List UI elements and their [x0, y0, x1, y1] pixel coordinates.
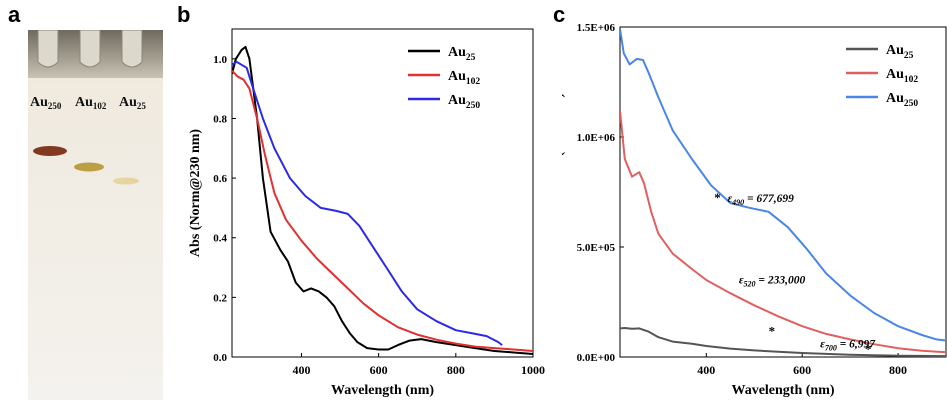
- chart-b-xtick-label-600: 600: [370, 363, 388, 377]
- chart-b-ylabel: Abs (Norm@230 nm): [188, 129, 203, 257]
- chart-c-legend-label-250-sub: 250: [904, 99, 919, 109]
- chart-b-xtick-label-400: 400: [292, 363, 310, 377]
- chart-c-annotation-marker-520: *: [769, 324, 776, 339]
- chart-b-ytick-label-5: 1.0: [213, 54, 227, 66]
- chart-b-xlabel: Wavelength (nm): [331, 383, 434, 398]
- chart-c-legend-label-102: Au102: [886, 67, 918, 85]
- chart-c-annotation-490: ε490 = 677,699: [727, 193, 794, 207]
- gel-band-au102: [74, 162, 104, 172]
- chart-c-annotation-sub-520: 520: [744, 280, 756, 289]
- chart-c-series-250: [620, 29, 946, 342]
- chart-c-legend-label-250-main: Au: [886, 91, 904, 106]
- chart-c-annotation-sub-490: 490: [731, 198, 744, 207]
- chart-c-xtick-label-600: 600: [793, 363, 811, 377]
- chart-b-legend-label-102-sub: 102: [466, 77, 481, 87]
- chart-c-xtick-label-800: 800: [889, 363, 907, 377]
- chart-b-legend-label-25-sub: 25: [466, 53, 476, 63]
- chart-c-legend-label-250: Au250: [886, 91, 918, 109]
- lane-label-au102: Au102: [75, 95, 107, 111]
- panel-c-letter: c: [553, 2, 566, 27]
- lane-label-au102-text: Au: [75, 95, 93, 110]
- chart-c-ytick-label-2: 1.0E+06: [577, 132, 616, 144]
- chart-b-legend-label-250-sub: 250: [466, 101, 481, 111]
- chart-b-legend-label-250-main: Au: [448, 93, 466, 108]
- chart-c-annotation-value-490: = 677,699: [744, 193, 794, 205]
- chart-b-abs-vs-wavelength: 400 600 800 1000 0.0 0.2 0.4 0.6 0.8 1.0 Wavelengt…: [188, 28, 545, 398]
- gel-band-au250: [33, 146, 67, 156]
- chart-c-annotation-marker-490: *: [714, 190, 721, 205]
- lane-label-au250-sub: 250: [48, 101, 62, 111]
- chart-c-annotation-520: ε520 = 233,000: [739, 275, 806, 289]
- chart-c-annotation-700: ε700 = 6,997: [820, 338, 876, 352]
- lane-label-au25-sub: 25: [137, 101, 147, 111]
- chart-b-xtick-label-1000: 1000: [521, 363, 545, 377]
- panel-b-letter: b: [177, 2, 191, 27]
- chart-c-annotation-marker-700: *: [865, 341, 872, 356]
- chart-b-ytick-label-4: 0.8: [213, 113, 227, 125]
- chart-b-ytick-label-2: 0.4: [213, 233, 227, 245]
- chart-c-legend-label-102-main: Au: [886, 67, 904, 82]
- chart-c-annotation-symbol-520: ε: [739, 275, 744, 287]
- chart-c-legend-label-102-sub: 102: [904, 75, 919, 85]
- chart-c-legend-label-25: Au25: [886, 43, 914, 61]
- chart-b-legend-label-25: Au25: [448, 45, 476, 63]
- chart-c-annotation-symbol-490: ε: [727, 193, 732, 205]
- chart-c-ytick-label-1: 5.0E+05: [577, 242, 616, 254]
- gel-electrophoresis-image: Au250 Au102 Au25: [28, 30, 163, 400]
- chart-c-extinction-coefficient: 400 600 800 0.0E+00 5.0E+05 1.0E+06 1.5E+06 Wav…: [562, 22, 947, 398]
- chart-c-legend-label-25-sub: 25: [904, 51, 914, 61]
- panel-a-letter: a: [8, 2, 21, 27]
- chart-b-legend-label-25-main: Au: [448, 45, 466, 60]
- lane-label-au250-text: Au: [30, 95, 48, 110]
- chart-c-ylabel: Extinction Coefficient (M⁻¹cm⁻¹): [562, 93, 566, 291]
- chart-c-ytick-label-3: 1.5E+06: [577, 22, 616, 34]
- gel-band-au25: [113, 177, 139, 185]
- chart-c-xlabel: Wavelength (nm): [731, 383, 834, 398]
- lane-label-au102-sub: 102: [93, 101, 107, 111]
- chart-c-legend-label-25-main: Au: [886, 43, 904, 58]
- chart-b-ytick-label-3: 0.6: [213, 173, 227, 185]
- chart-c-series-102: [620, 110, 946, 354]
- chart-b-legend-label-102: Au102: [448, 69, 480, 87]
- chart-c-series-25: [620, 327, 946, 357]
- lane-label-au25-text: Au: [119, 95, 137, 110]
- chart-b-legend-label-102-main: Au: [448, 69, 466, 84]
- lane-label-au25: Au25: [119, 95, 146, 111]
- lane-label-au250: Au250: [30, 95, 62, 111]
- chart-c-ytick-label-0: 0.0E+00: [577, 352, 616, 364]
- chart-b-series-102: [232, 70, 533, 352]
- chart-b-plot-frame: [231, 28, 534, 358]
- chart-b-xtick-label-800: 800: [447, 363, 465, 377]
- chart-b-ytick-label-0: 0.0: [213, 352, 227, 364]
- chart-b-series-250: [232, 60, 503, 346]
- chart-b-ytick-label-1: 0.2: [213, 292, 227, 304]
- chart-c-xtick-label-400: 400: [697, 363, 715, 377]
- chart-c-annotation-value-520: = 233,000: [756, 275, 806, 287]
- gel-wells: [37, 30, 143, 68]
- chart-c-annotation-sub-700: 700: [825, 343, 837, 352]
- chart-c-annotation-symbol-700: ε: [820, 338, 825, 350]
- chart-c-annotation-value-700: = 6,997: [837, 338, 876, 350]
- chart-c-plot-frame: [619, 26, 947, 358]
- chart-b-legend-label-250: Au250: [448, 93, 480, 111]
